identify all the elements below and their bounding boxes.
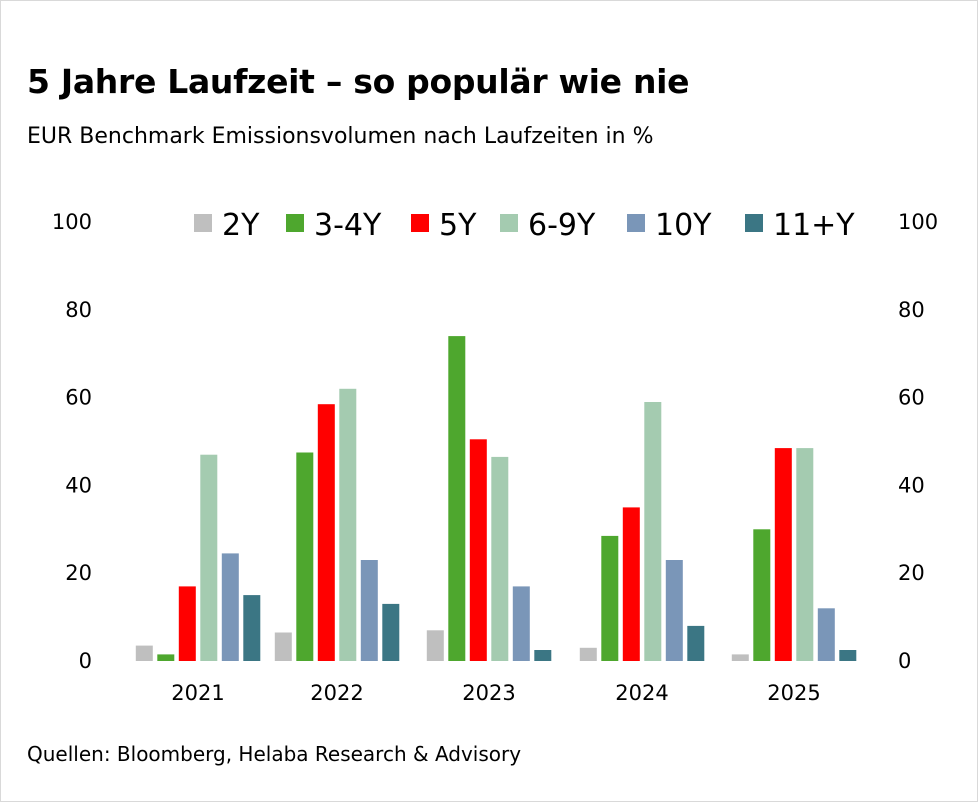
- x-tick-label: 2024: [615, 681, 668, 705]
- x-tick-label: 2023: [462, 681, 515, 705]
- legend-label: 11+Y: [773, 208, 855, 243]
- bar: [243, 595, 261, 661]
- bar: [469, 439, 487, 661]
- y-tick-label-right: 80: [898, 298, 925, 322]
- bar: [622, 507, 640, 661]
- y-tick-label-left: 80: [65, 298, 92, 322]
- y-tick-label-right: 0: [898, 649, 911, 673]
- bar: [448, 336, 466, 661]
- bar: [491, 456, 509, 661]
- y-tick-label-left: 0: [79, 649, 92, 673]
- y-tick-label-right: 20: [898, 561, 925, 585]
- y-tick-label-left: 60: [65, 386, 92, 410]
- chart-title: 5 Jahre Laufzeit – so populär wie nie: [27, 62, 690, 101]
- bar: [817, 608, 835, 661]
- x-tick-label: 2022: [310, 681, 363, 705]
- legend-label: 3-4Y: [314, 208, 382, 243]
- legend-label: 5Y: [439, 208, 477, 243]
- legend-swatch: [286, 214, 304, 232]
- bar: [178, 586, 196, 661]
- bar: [644, 402, 662, 661]
- bar: [135, 645, 153, 661]
- bar: [774, 448, 792, 661]
- bar: [426, 630, 444, 661]
- y-tick-label-right: 100: [898, 210, 938, 234]
- y-tick-label-right: 40: [898, 473, 925, 497]
- bar: [753, 529, 771, 661]
- y-tick-label-left: 20: [65, 561, 92, 585]
- bar: [200, 454, 218, 661]
- legend-swatch: [627, 214, 645, 232]
- bar: [796, 448, 814, 661]
- legend-swatch: [411, 214, 429, 232]
- chart-subtitle: EUR Benchmark Emissionsvolumen nach Lauf…: [27, 124, 654, 149]
- legend-label: 2Y: [222, 208, 260, 243]
- bar: [601, 535, 619, 661]
- bar: [512, 586, 530, 661]
- bar: [839, 650, 857, 661]
- legend-label: 10Y: [655, 208, 712, 243]
- bar: [339, 388, 357, 661]
- bar: [534, 650, 552, 661]
- legend-swatch: [194, 214, 212, 232]
- bar: [382, 603, 400, 661]
- bar: [274, 632, 292, 661]
- bar: [317, 404, 335, 661]
- legend-swatch: [745, 214, 763, 232]
- bar: [665, 560, 683, 661]
- bar: [579, 647, 597, 661]
- y-tick-label-left: 40: [65, 473, 92, 497]
- x-tick-label: 2025: [767, 681, 820, 705]
- bar: [296, 452, 314, 661]
- legend-label: 6-9Y: [528, 208, 596, 243]
- bar: [360, 560, 378, 661]
- y-tick-label-left: 100: [52, 210, 92, 234]
- x-tick-label: 2021: [171, 681, 224, 705]
- bar: [157, 654, 175, 661]
- bar: [221, 553, 239, 661]
- source-note: Quellen: Bloomberg, Helaba Research & Ad…: [27, 742, 522, 766]
- y-tick-label-right: 60: [898, 386, 925, 410]
- bar: [687, 625, 705, 661]
- bar: [731, 654, 749, 661]
- legend-swatch: [500, 214, 518, 232]
